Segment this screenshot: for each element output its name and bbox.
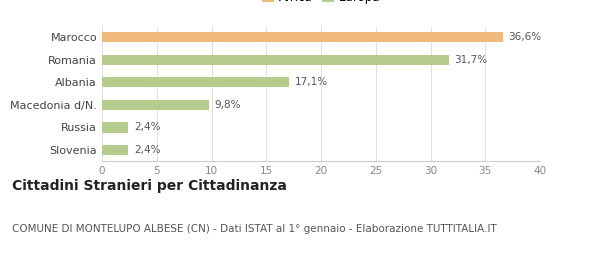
Bar (102, 55, 449, 65)
Text: Cittadini Stranieri per Cittadinanza: Cittadini Stranieri per Cittadinanza (12, 179, 287, 193)
Text: 36,6%: 36,6% (508, 32, 541, 42)
Text: 17,1%: 17,1% (295, 77, 328, 87)
Bar (102, 100, 209, 110)
Bar (102, 32, 503, 42)
Legend: Africa, Europa: Africa, Europa (260, 0, 382, 6)
Text: COMUNE DI MONTELUPO ALBESE (CN) - Dati ISTAT al 1° gennaio - Elaborazione TUTTIT: COMUNE DI MONTELUPO ALBESE (CN) - Dati I… (12, 224, 497, 233)
Text: 31,7%: 31,7% (455, 55, 488, 65)
Bar (102, 122, 128, 133)
Text: 2,4%: 2,4% (134, 145, 160, 155)
Bar (102, 145, 128, 155)
Bar (102, 77, 289, 87)
Text: 2,4%: 2,4% (134, 122, 160, 132)
Text: 9,8%: 9,8% (215, 100, 241, 110)
